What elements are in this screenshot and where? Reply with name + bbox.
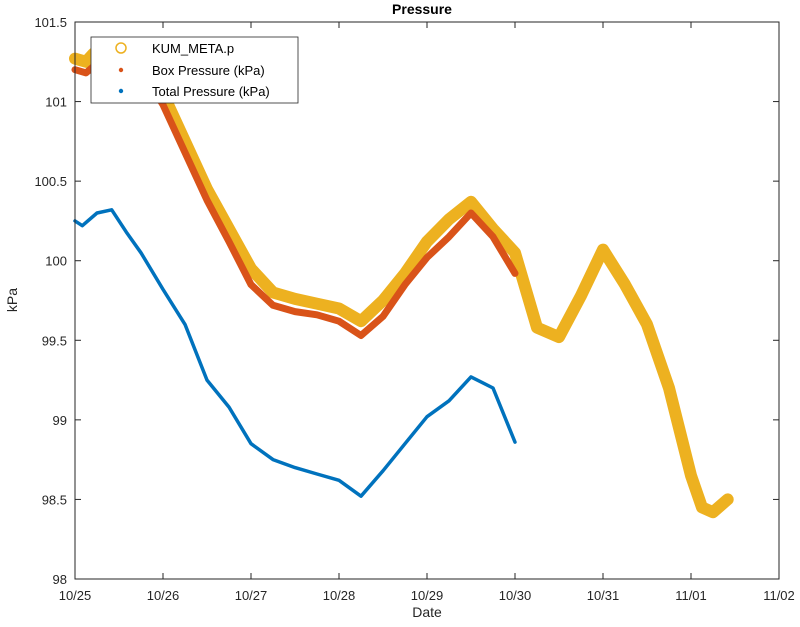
legend-marker-kum-meta	[115, 42, 127, 54]
x-tick-label: 10/26	[147, 588, 180, 603]
x-tick-label: 11/02	[763, 588, 795, 603]
legend: KUM_META.p Box Pressure (kPa) Total Pres…	[90, 36, 299, 104]
x-tick-label: 10/31	[587, 588, 620, 603]
y-tick-label: 98	[53, 572, 67, 587]
y-tick-label: 99	[53, 413, 67, 428]
x-tick-label: 10/28	[323, 588, 356, 603]
x-tick-label: 10/25	[59, 588, 92, 603]
legend-label-kum-meta: KUM_META.p	[152, 41, 234, 56]
axis-ticks: 98 98.5 99 99.5 100 100.5 101 101.5 10/25 10/26 10…	[34, 15, 794, 603]
legend-marker-box-pressure	[118, 67, 124, 73]
x-tick-label: 10/27	[235, 588, 268, 603]
legend-label-box-pressure: Box Pressure (kPa)	[152, 63, 265, 78]
legend-label-total-pressure: Total Pressure (kPa)	[152, 84, 270, 99]
x-tick-label: 11/01	[675, 588, 707, 603]
y-tick-label: 101	[45, 95, 67, 110]
x-tick-label: 10/29	[411, 588, 444, 603]
x-tick-label: 10/30	[499, 588, 532, 603]
legend-marker-total-pressure	[118, 88, 124, 94]
series-line-total-pressure-kpa	[73, 208, 517, 498]
y-axis-label: kPa	[4, 288, 20, 312]
y-tick-label: 99.5	[42, 333, 67, 348]
y-tick-label: 98.5	[42, 492, 67, 507]
x-axis-label: Date	[412, 604, 442, 620]
y-tick-label: 100	[45, 254, 67, 269]
chart-title: Pressure	[392, 1, 452, 17]
y-tick-label: 100.5	[34, 174, 67, 189]
y-tick-label: 101.5	[34, 15, 67, 30]
